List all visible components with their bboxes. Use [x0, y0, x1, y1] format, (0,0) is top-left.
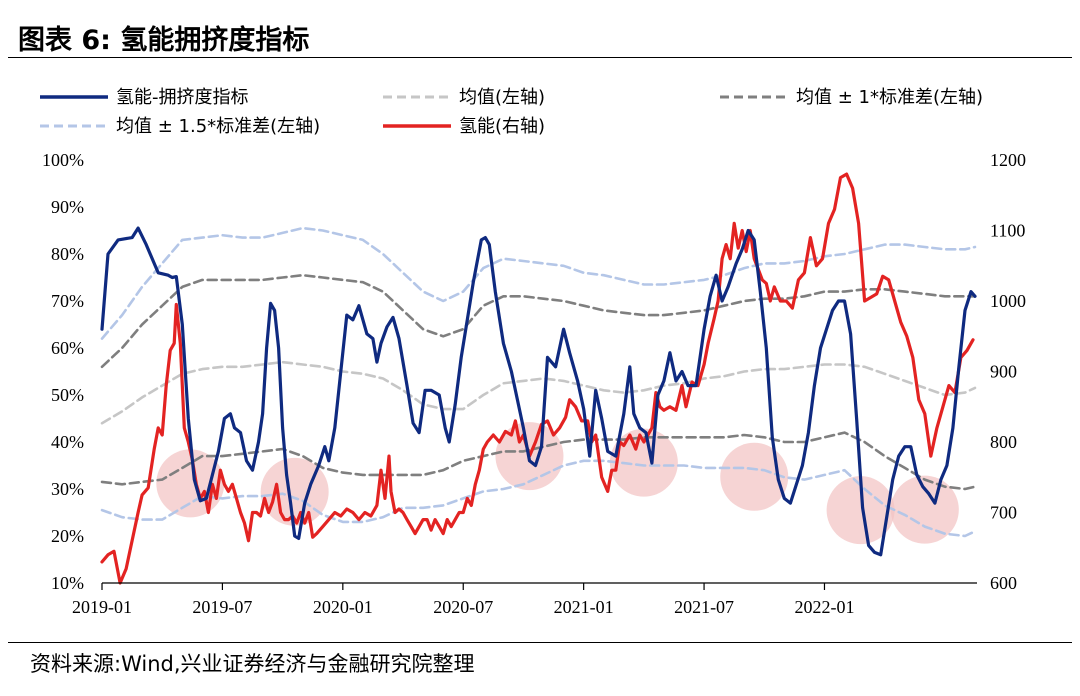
- source-rule: [8, 642, 1072, 643]
- chart-axes: 2019-01 2019-07 2020-01 2020-07 2021-01 2021-…: [42, 150, 1026, 617]
- right-tick-label: 800: [990, 432, 1017, 452]
- x-tick-label: 2019-07: [192, 597, 252, 617]
- x-tick-label: 2021-01: [554, 597, 614, 617]
- highlight-zone: [260, 457, 329, 526]
- highlight-zone: [890, 475, 959, 544]
- right-tick-label: 1200: [990, 150, 1026, 170]
- left-tick-label: 20%: [51, 526, 84, 546]
- x-tick-label: 2020-07: [433, 597, 493, 617]
- series-line-crowding: [100, 226, 977, 557]
- x-tick-label: 2020-01: [313, 597, 373, 617]
- chart-legend: 氢能-拥挤度指标 均值(左轴) 均值 ± 1*标准差(左轴) 均值 ± 1.5*标准差…: [40, 87, 983, 137]
- series-line-mean: [100, 360, 977, 425]
- right-tick-label: 600: [990, 573, 1017, 593]
- x-tick-label: 2019-01: [72, 597, 132, 617]
- left-tick-label: 70%: [51, 291, 84, 311]
- left-tick-label: 90%: [51, 197, 84, 217]
- left-tick-label: 80%: [51, 244, 84, 264]
- legend-label-sd1: 均值 ± 1*标准差(左轴): [796, 87, 983, 108]
- right-tick-label: 700: [990, 503, 1017, 523]
- series-line-sd15_upper: [100, 226, 977, 340]
- left-tick-label: 100%: [42, 150, 84, 170]
- series-line-hydrogen: [100, 172, 975, 585]
- right-tick-label: 1100: [990, 221, 1025, 241]
- left-tick-label: 10%: [51, 573, 84, 593]
- left-tick-label: 40%: [51, 432, 84, 452]
- title-rule: [8, 57, 1072, 58]
- series-line-sd1_upper: [100, 273, 977, 369]
- x-tick-label: 2021-07: [674, 597, 734, 617]
- highlight-zone: [609, 428, 678, 497]
- highlight-zone: [156, 449, 225, 518]
- highlight-zone: [826, 476, 895, 545]
- right-tick-label: 1000: [990, 291, 1026, 311]
- legend-label-hydrogen: 氢能(右轴): [459, 116, 545, 137]
- series-lines: [100, 172, 977, 585]
- series-line-sd15_lower: [100, 459, 977, 538]
- legend-label-sd15: 均值 ± 1.5*标准差(左轴): [116, 116, 320, 137]
- crowding-chart: 氢能-拥挤度指标 均值(左轴) 均值 ± 1*标准差(左轴) 均值 ± 1.5*标准差…: [40, 87, 1026, 617]
- highlight-zone: [720, 442, 789, 511]
- left-tick-label: 50%: [51, 385, 84, 405]
- left-tick-label: 60%: [51, 338, 84, 358]
- right-tick-label: 900: [990, 362, 1017, 382]
- series-line-sd1_lower: [100, 431, 977, 491]
- figure-title: 图表 6: 氢能拥挤度指标: [18, 25, 310, 56]
- left-tick-label: 30%: [51, 479, 84, 499]
- legend-label-crowding: 氢能-拥挤度指标: [116, 87, 249, 108]
- source-note: 资料来源:Wind,兴业证券经济与金融研究院整理: [30, 652, 475, 676]
- legend-label-mean: 均值(左轴): [459, 87, 545, 108]
- x-tick-label: 2022-01: [794, 597, 854, 617]
